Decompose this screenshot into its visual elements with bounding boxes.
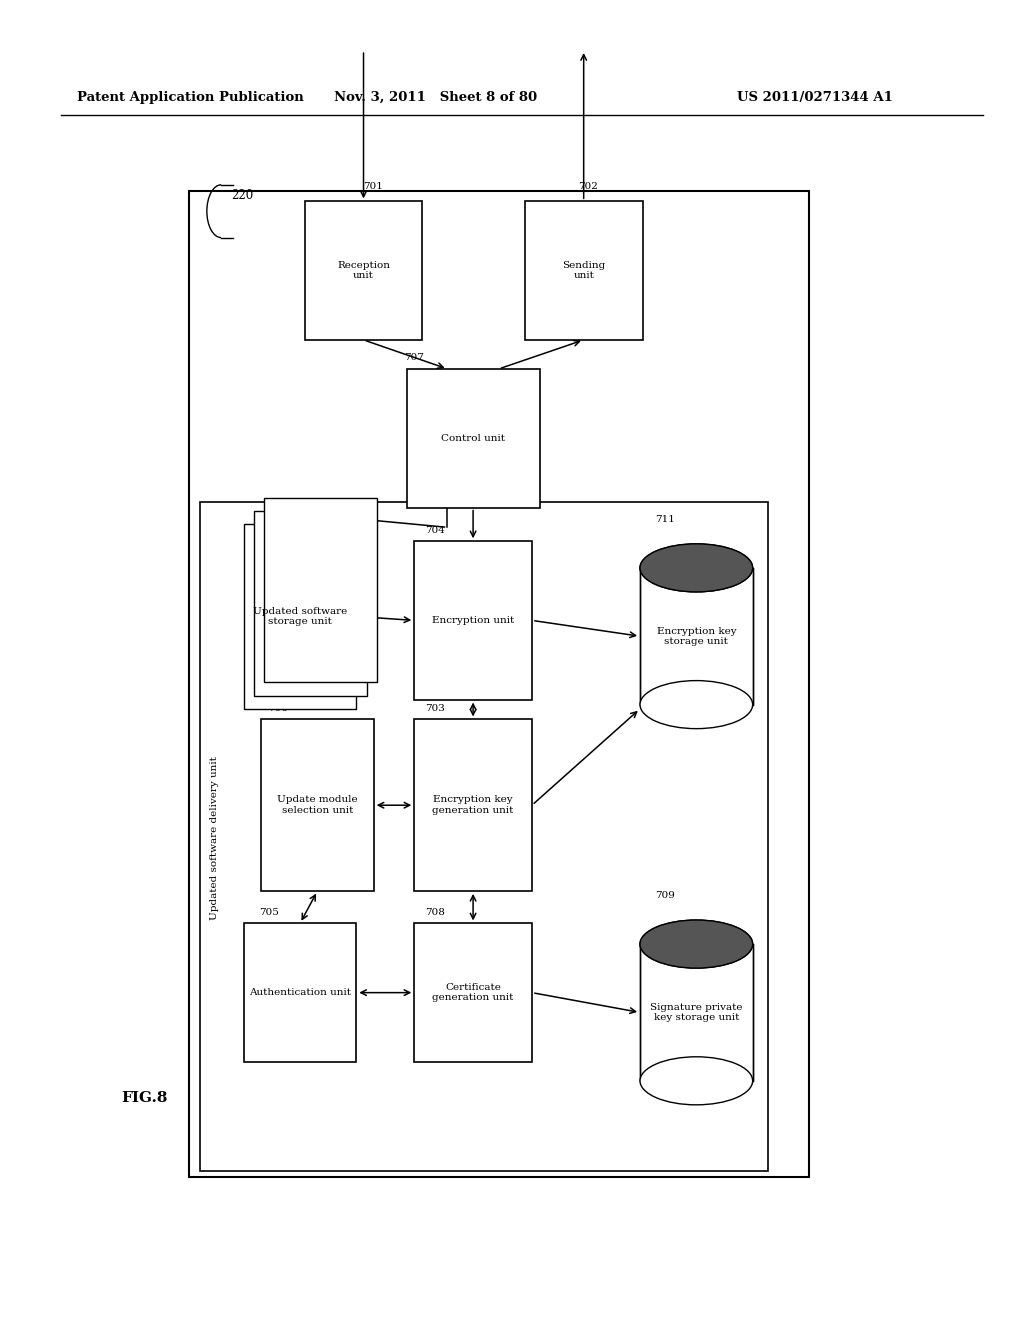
Text: 702: 702 xyxy=(579,182,598,191)
Bar xyxy=(414,719,532,891)
Ellipse shape xyxy=(640,920,753,968)
Ellipse shape xyxy=(640,544,753,591)
Text: Encryption key
storage unit: Encryption key storage unit xyxy=(656,627,736,645)
Bar xyxy=(244,524,356,709)
Text: Encryption key
generation unit: Encryption key generation unit xyxy=(432,796,514,814)
Text: Signature private
key storage unit: Signature private key storage unit xyxy=(650,1003,742,1022)
Bar xyxy=(407,370,540,507)
Bar xyxy=(189,191,809,1177)
Bar xyxy=(244,924,356,1061)
Text: Updated software delivery unit: Updated software delivery unit xyxy=(210,756,219,920)
Ellipse shape xyxy=(640,681,753,729)
Bar xyxy=(254,511,367,696)
Bar xyxy=(640,944,753,1081)
Text: Update module
selection unit: Update module selection unit xyxy=(278,796,357,814)
Ellipse shape xyxy=(640,920,753,968)
Text: 708: 708 xyxy=(425,908,444,917)
Text: 701: 701 xyxy=(364,182,383,191)
Text: 709: 709 xyxy=(655,891,675,900)
Text: 703: 703 xyxy=(425,704,444,713)
Text: Control unit: Control unit xyxy=(441,434,505,442)
Text: Reception
unit: Reception unit xyxy=(337,261,390,280)
Text: US 2011/0271344 A1: US 2011/0271344 A1 xyxy=(737,91,893,103)
Text: FIG.8: FIG.8 xyxy=(121,1092,167,1105)
Text: Authentication unit: Authentication unit xyxy=(249,989,351,997)
Text: Patent Application Publication: Patent Application Publication xyxy=(77,91,303,103)
Bar xyxy=(261,719,374,891)
Bar xyxy=(264,498,377,682)
Bar xyxy=(305,201,422,339)
Ellipse shape xyxy=(640,1057,753,1105)
Text: 710: 710 xyxy=(266,503,286,512)
Text: Certificate
generation unit: Certificate generation unit xyxy=(432,983,514,1002)
Text: Sending
unit: Sending unit xyxy=(562,261,605,280)
Bar xyxy=(524,201,643,339)
Text: Nov. 3, 2011   Sheet 8 of 80: Nov. 3, 2011 Sheet 8 of 80 xyxy=(334,91,537,103)
Text: 704: 704 xyxy=(425,525,444,535)
Bar xyxy=(200,502,768,1171)
Bar xyxy=(414,924,532,1061)
Text: 705: 705 xyxy=(259,908,279,917)
Text: 707: 707 xyxy=(404,352,424,362)
Text: 220: 220 xyxy=(231,189,254,202)
Text: 706: 706 xyxy=(268,704,288,713)
Text: Updated software
storage unit: Updated software storage unit xyxy=(253,607,347,626)
Ellipse shape xyxy=(640,544,753,591)
Text: 711: 711 xyxy=(655,515,675,524)
Bar xyxy=(640,568,753,705)
Bar xyxy=(414,541,532,700)
Text: Encryption unit: Encryption unit xyxy=(432,616,514,624)
